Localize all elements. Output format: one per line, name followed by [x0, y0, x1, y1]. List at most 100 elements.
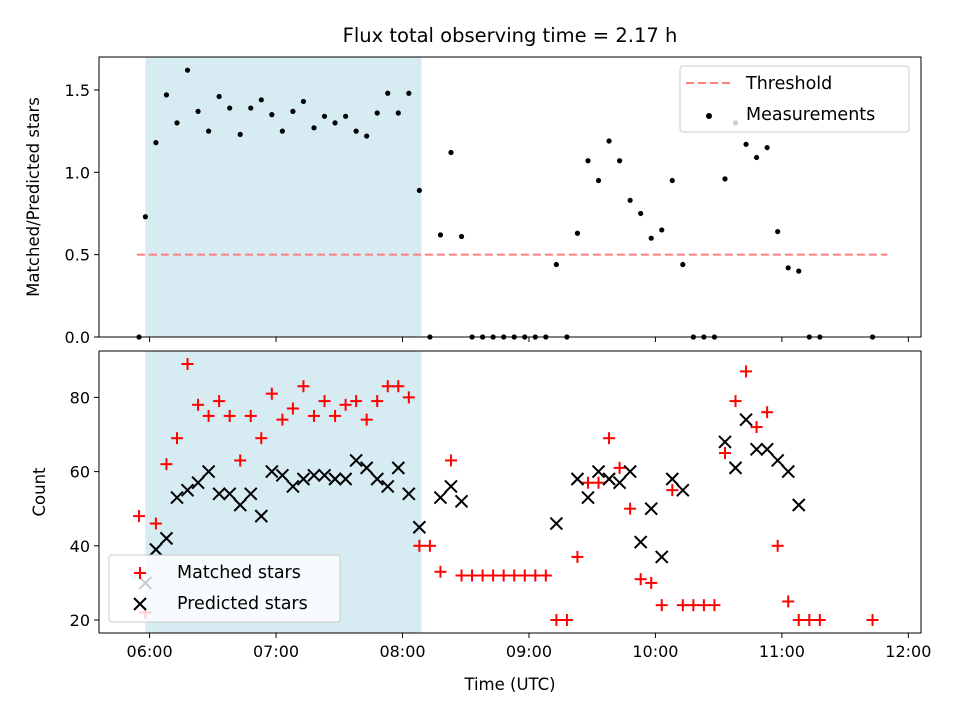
count-panel-frame	[98, 350, 922, 634]
predicted-star-point	[739, 412, 753, 427]
matched-star-point	[813, 614, 826, 627]
predicted-star-point	[718, 435, 732, 449]
predicted-star-point	[296, 472, 311, 486]
matched-star-point	[508, 569, 521, 582]
matched-star-point	[687, 599, 700, 612]
matched-star-point	[423, 539, 436, 552]
measurement-point	[553, 261, 559, 268]
measurement-point	[332, 120, 338, 126]
matched-star-point	[697, 599, 710, 612]
predicted-star-point	[433, 490, 448, 505]
measurement-point	[174, 120, 180, 126]
matched-star-point	[571, 550, 584, 563]
predicted-star-point	[338, 472, 353, 486]
measurement-point	[343, 113, 349, 119]
matched-star-point	[360, 413, 373, 426]
matched-star-point	[170, 432, 183, 445]
ratio-legend-box	[679, 65, 910, 133]
x-tick-label: 11:00	[759, 642, 805, 661]
matched-star-point	[487, 569, 500, 582]
measurement-point	[364, 133, 370, 139]
matched-star-point	[782, 595, 795, 608]
matched-star-point	[497, 569, 510, 582]
predicted-star-point	[328, 472, 342, 486]
matched-star-point	[223, 409, 236, 422]
predicted-star-point	[676, 483, 690, 497]
measurement-point	[195, 108, 201, 114]
matched-star-point	[329, 409, 342, 422]
matched-star-point	[276, 413, 289, 426]
measurement-point	[163, 92, 170, 98]
predicted-star-point	[792, 498, 806, 512]
measurements-legend-label: Measurements	[746, 105, 875, 125]
ratio-panel-shaded-span	[145, 57, 422, 337]
matched-star-point	[381, 380, 394, 393]
measurement-point	[659, 227, 665, 233]
count-panel: 20 40 60 80 06:00 07:00 08:00 09:00 10:00 11:00 1…	[30, 350, 931, 694]
measurement-point	[416, 187, 422, 194]
predicted-star-point	[612, 476, 627, 490]
matched-star-point	[529, 569, 542, 582]
measurement-point	[648, 235, 654, 241]
chart-title: Flux total observing time = 2.17 h	[343, 24, 678, 47]
x-tick-label: 06:00	[127, 642, 173, 661]
predicted-star-point	[655, 550, 669, 564]
matched-star-point	[624, 502, 637, 515]
predicted-star-point	[370, 472, 384, 486]
matched-star-point	[133, 510, 146, 523]
matched-star-point	[434, 565, 447, 578]
measurement-point	[206, 128, 212, 134]
predicted-star-point	[549, 516, 564, 531]
predicted-star-point	[254, 509, 268, 523]
matched-star-point	[740, 365, 753, 378]
matched-star-point	[318, 395, 331, 408]
measurement-point	[248, 105, 254, 111]
predicted-star-point	[201, 464, 216, 479]
measurement-point	[142, 214, 148, 220]
x-tick-label: 08:00	[379, 642, 425, 661]
matched-star-point	[149, 517, 162, 530]
matched-star-point	[413, 539, 426, 552]
matched-star-point	[655, 599, 668, 612]
matched-star-point	[402, 391, 415, 404]
measurement-point	[627, 197, 633, 203]
predicted-star-point	[307, 468, 321, 483]
matched-star-point	[634, 573, 647, 586]
predicted-star-point	[728, 461, 743, 475]
measurement-point	[385, 90, 391, 96]
matched-star-point	[466, 569, 479, 582]
ratio-y-tick-label: 1.0	[65, 163, 90, 182]
ratio-panel-legend: Threshold Measurements	[679, 65, 910, 133]
matched-star-point	[255, 432, 268, 445]
matched-star-point	[560, 614, 573, 627]
predicted-star-point	[665, 472, 679, 486]
matched-star-point	[181, 357, 194, 370]
measurement-point	[269, 112, 275, 118]
measurement-point	[775, 228, 781, 235]
predicted-star-point	[591, 464, 606, 479]
predicted-star-point	[633, 535, 648, 549]
predicted-star-point	[222, 487, 237, 501]
predicted-star-point	[191, 476, 205, 490]
measurement-point	[669, 177, 675, 184]
ratio-panel-y-label: Matched/Predicted stars	[24, 97, 43, 297]
matched-star-point	[803, 614, 816, 627]
measurement-point	[237, 131, 243, 138]
count-y-tick-label: 60	[70, 463, 90, 482]
measurement-point	[680, 261, 686, 268]
matched-star-point	[581, 476, 594, 489]
predicted-star-point	[286, 479, 300, 494]
x-axis-label: Time (UTC)	[463, 675, 555, 694]
matched-star-point	[676, 599, 689, 612]
matched-star-point	[761, 406, 774, 419]
predicted-star-point	[760, 442, 774, 457]
measurement-point	[595, 177, 602, 184]
matched-star-point	[603, 432, 616, 445]
measurement-point	[227, 105, 233, 111]
predicted-star-point	[391, 461, 405, 475]
ratio-y-tick-label: 0.0	[65, 328, 90, 347]
ratio-panel: 0.0 0.5 1.0 1.5 Matched/Predicted stars Thr…	[24, 56, 922, 347]
matched-star-point	[234, 454, 247, 467]
matched-star-point	[708, 599, 721, 612]
measurement-point	[722, 176, 728, 182]
